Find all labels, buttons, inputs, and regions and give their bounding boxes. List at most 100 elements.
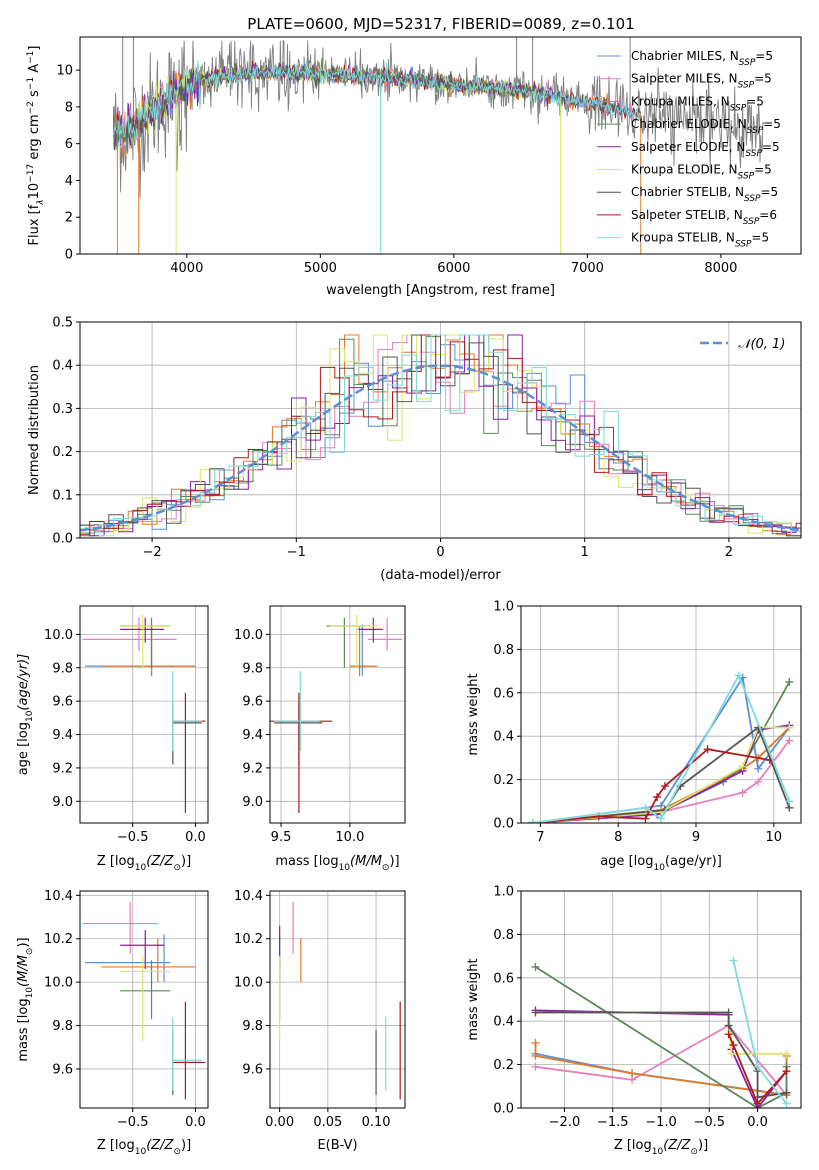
- error-bar-point: [358, 617, 383, 643]
- y-axis-label-part: −1: [26, 51, 36, 64]
- y-axis-label-part: 10: [25, 710, 35, 722]
- x-tick-label: 5000: [304, 261, 337, 276]
- mass-weight-series: [531, 1008, 791, 1102]
- mass-weight-marker: [724, 1021, 733, 1030]
- observed-spectrum-line: [112, 40, 765, 199]
- legend-entry: Kroupa ELODIE, NSSP=5: [631, 163, 772, 182]
- legend-entry-part: SSP: [747, 126, 764, 136]
- y-axis-label-part: s: [27, 90, 42, 101]
- y-axis-label-part: −1: [26, 77, 36, 90]
- x-axis-label: age [log10(age/yr)]: [600, 854, 722, 873]
- y-axis-label: mass [log10(M/M⊙)]: [16, 937, 35, 1061]
- y-tick-label: 0.4: [52, 359, 73, 374]
- mass-weight-marker: [785, 677, 794, 686]
- x-axis-label-part: ⊙: [382, 863, 390, 873]
- y-tick-label: 9.2: [52, 761, 73, 776]
- error-bar-point: [120, 614, 171, 668]
- y-tick-label: 2: [65, 211, 73, 226]
- x-tick-label: 0.0: [747, 1115, 768, 1130]
- x-axis-label-part: )]: [181, 854, 191, 869]
- legend-entry-part: Kroupa ELODIE, N: [631, 163, 738, 177]
- y-tick-label: 10.4: [234, 889, 263, 904]
- y-tick-label: 9.8: [242, 1019, 263, 1034]
- x-tick-label: 7: [536, 830, 544, 845]
- y-tick-label: 1.0: [493, 600, 514, 615]
- legend-entry: Kroupa MILES, NSSP=5: [631, 94, 764, 113]
- y-tick-label: 9.8: [242, 661, 263, 676]
- legend-entry-part: =5: [761, 185, 779, 199]
- x-axis-label: Z [log10(Z/Z⊙)]: [97, 1138, 191, 1157]
- x-axis-label-part: )]: [698, 1138, 708, 1153]
- y-tick-label: 9.0: [242, 795, 263, 810]
- error-bar-point: [120, 956, 171, 1041]
- y-axis-label-part: erg cm: [27, 114, 42, 163]
- panel-residuals: −2 −1 0 1 2 0.0 0.1 0.2 0.3 0.4 0.5 𝒩(0, 1) (data-mo…: [27, 316, 802, 583]
- mass-weight-marker: [753, 1062, 762, 1071]
- x-axis-label: Z [log10(Z/Z⊙)]: [97, 854, 191, 873]
- y-tick-label: 9.8: [52, 661, 73, 676]
- mass-weight-line: [727, 1033, 788, 1106]
- error-bar-point: [172, 1016, 202, 1091]
- y-axis-label-part: (age/yr)]: [16, 654, 31, 711]
- legend-entry-part: Chabrier MILES, N: [631, 49, 739, 63]
- x-axis-label-part: Z [log: [97, 854, 135, 869]
- error-bar-point: [85, 624, 196, 677]
- x-tick-label: −2: [143, 545, 162, 560]
- panel-mass_vs_Z: −0.5 0.09.69.810.010.210.4Z [log10(Z/Z⊙)]…: [16, 889, 209, 1157]
- legend-entry: Salpeter STELIB, NSSP=6: [631, 208, 777, 227]
- legend-entry-part: Chabrier ELODIE, N: [631, 117, 747, 131]
- y-tick-label: 10.0: [234, 976, 263, 991]
- mass-weight-marker: [641, 814, 650, 823]
- x-axis-label-part: ⊙: [690, 1147, 698, 1157]
- y-tick-label: 9.6: [242, 1062, 263, 1077]
- y-axis-label-part: )]: [16, 937, 31, 947]
- x-tick-label: 0.0: [185, 1115, 206, 1130]
- normal-distribution-curve: [80, 364, 801, 532]
- error-bar-point: [120, 930, 165, 970]
- y-tick-label: 9.2: [242, 761, 263, 776]
- axes-frame: [79, 36, 802, 255]
- mass-weight-marker: [734, 671, 743, 680]
- error-bar-point: [101, 626, 196, 677]
- mass-weight-line: [535, 1024, 788, 1096]
- y-tick-label: 9.0: [52, 795, 73, 810]
- x-tick-label: 0.05: [313, 1115, 342, 1130]
- legend-entry: Chabrier MILES, NSSP=5: [631, 49, 773, 68]
- y-tick-label: 0.8: [493, 643, 514, 658]
- y-tick-label: 10.2: [44, 932, 73, 947]
- x-axis-label-part: 10: [339, 863, 351, 873]
- mass-weight-series: [528, 671, 794, 823]
- plot-area: [531, 956, 791, 1108]
- y-tick-label: 9.6: [52, 695, 73, 710]
- y-tick-label: 0.2: [493, 1058, 514, 1073]
- panel-age_vs_mass: 9.5 10.0 9.0 9.2 9.4 9.6 9.8 10.0 mass [log10(M/…: [234, 605, 406, 873]
- mass-weight-line: [535, 966, 788, 1108]
- legend-entry: Salpeter ELODIE, NSSP=5: [631, 140, 780, 159]
- mass-weight-series: [724, 1030, 791, 1108]
- y-tick-label: 0.6: [493, 686, 514, 701]
- legend-entry: Chabrier ELODIE, NSSP=5: [631, 117, 781, 136]
- x-axis-label-part: 10: [653, 863, 665, 873]
- y-tick-label: 10.0: [44, 976, 73, 991]
- x-tick-label: 4000: [170, 261, 203, 276]
- x-tick-label: 10: [766, 830, 783, 845]
- y-tick-label: 0.3: [52, 402, 73, 417]
- y-axis-label-part: mass [log: [16, 998, 31, 1061]
- x-tick-label: −0.5: [117, 830, 149, 845]
- mass-weight-marker: [531, 1051, 540, 1060]
- legend-entry: Salpeter MILES, NSSP=5: [631, 72, 772, 91]
- plot-area: [112, 37, 765, 254]
- x-tick-label: −1: [287, 545, 306, 560]
- y-tick-label: 9.4: [52, 728, 73, 743]
- mass-weight-marker: [782, 1067, 791, 1076]
- mass-weight-marker: [738, 762, 747, 771]
- error-bar-point: [172, 701, 202, 765]
- mass-weight-marker: [729, 956, 738, 965]
- residual-histogram-line: [80, 334, 801, 533]
- mass-weight-marker: [724, 1008, 733, 1017]
- legend-entry-part: SSP: [744, 194, 761, 204]
- figure-title: PLATE=0600, MJD=52317, FIBERID=0089, z=0…: [247, 15, 634, 33]
- mass-weight-marker: [782, 1099, 791, 1108]
- y-tick-label: 0.4: [493, 730, 514, 745]
